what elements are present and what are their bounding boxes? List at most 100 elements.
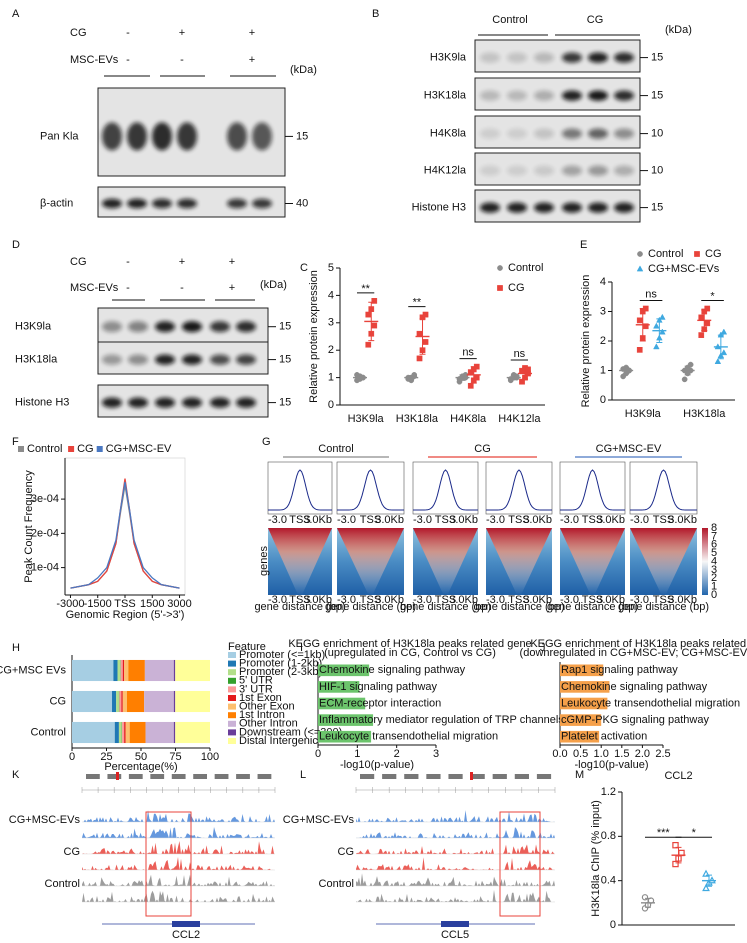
x-tick-label: H3K18la [396,413,439,425]
condition-sign: + [229,282,235,294]
heatmap-tick: 3.0Kb [449,594,478,606]
group-label: CG [587,14,604,26]
data-point [714,358,722,364]
bar-segment [126,690,145,713]
track-label: CG [338,846,355,858]
legend-marker [637,251,643,257]
bar-segment [112,690,117,713]
x-tick-label: H3K9la [625,408,662,420]
blot-band [588,165,608,176]
data-point [519,378,525,385]
bar-segment [173,690,176,713]
y-tick-label: 4 [600,276,606,288]
x-tick-label: H3K18la [683,408,726,420]
heatmap-tick: 3.0Kb [523,594,552,606]
heatmap-xlabel: gene distance (bp) [618,601,709,613]
bar-label: ECM-receptor interaction [319,697,441,709]
profile-tick: 3.0Kb [668,514,697,526]
x-tick-label: 0 [315,748,321,760]
track-label: Control [319,878,354,890]
marker-size: 15 [651,90,663,102]
legend-label: Promoter (2-3kb) [239,666,322,678]
blot-band [155,321,175,333]
heatmap-tick: TSS [435,594,456,606]
colorbar-tick: 7 [711,530,717,542]
ideogram-block [360,774,375,779]
significance-label: ** [361,283,370,295]
x-tick-label: 25 [100,751,112,763]
blot-band [507,128,527,139]
profile-tick: TSS [508,514,529,526]
blot-label: H3K9la [430,52,467,64]
y-tick-label: 0.8 [601,830,616,842]
legend-label: Downstream (<=300) [239,726,342,738]
condition-sign: + [179,256,185,268]
data-point [653,343,660,350]
legend-swatch [228,669,236,676]
bar-segment [72,659,114,682]
colorbar-tick: 6 [711,539,717,551]
x-tick-label: 100 [201,751,219,763]
chart-title: KEGG enrichment of H3K18la peaks related… [288,638,531,650]
heatmap-tick: -3.0 [268,594,287,606]
blot-band [128,321,148,333]
bar-segment [144,690,174,713]
x-tick-label: 0.0 [552,748,567,760]
x-tick-label: 1 [354,748,360,760]
chart-subtitle: (downregulated in CG+MSC-EV; CG+MSC-EV v… [520,647,747,659]
marker-size: 15 [279,354,291,366]
blot-band [102,321,122,333]
ideogram-block [382,774,397,779]
profile-curve [268,469,332,511]
track-signal [356,827,555,838]
data-point [467,382,474,389]
chart-subtitle: (upregulated in CG, Control vs CG) [324,647,496,659]
heatmap-tick: 3.0Kb [668,594,697,606]
bar-segment [175,659,210,682]
condition-sign: - [180,54,184,66]
legend-swatch [68,446,75,452]
legend-marker [636,265,644,272]
legend-swatch [228,677,236,684]
blot-band [480,52,500,63]
error-bar [675,846,682,864]
track-signal [82,890,275,902]
heatmap-xlabel: gene distance (bp) [473,601,564,613]
group-label: Control [492,14,527,26]
blot-band [614,202,634,213]
bar [318,714,374,726]
heatmap-tick: 3.0Kb [596,594,625,606]
blot-label: Histone H3 [412,202,466,214]
y-tick-label: 0.4 [601,875,616,887]
profile-frame [629,461,698,515]
data-point [659,313,666,320]
track-signal [356,873,555,886]
locus-marker [116,772,119,780]
legend-label: CG [77,443,94,455]
unit-label: (kDa) [290,64,317,76]
x-tick-label: 1.5 [614,748,629,760]
heatmap-xlabel: gene distance (bp) [254,601,345,613]
colorbar-tick: 8 [711,522,717,534]
profile-curve [486,469,552,511]
error-bar [356,375,363,381]
legend-label: CG+MSC-EV [106,443,172,455]
condition-sign: + [229,256,235,268]
panel-letter: A [12,8,20,20]
data-point [371,298,378,304]
category-label: CG+MSC EVs [0,664,66,676]
legend-title: Feature [228,641,266,653]
blot-band [155,397,175,408]
blot-band [480,128,500,139]
blot-band [562,52,582,63]
group-label: Control [318,443,353,455]
track-signal [82,841,275,854]
blot-band [210,397,230,408]
blot-band [102,198,122,209]
bar [560,697,608,710]
bar-segment [173,721,176,744]
x-tick-label: 3 [433,748,439,760]
error-bar [459,374,466,381]
profile-tick: -3.0 [337,514,356,526]
blot-band [102,122,122,151]
